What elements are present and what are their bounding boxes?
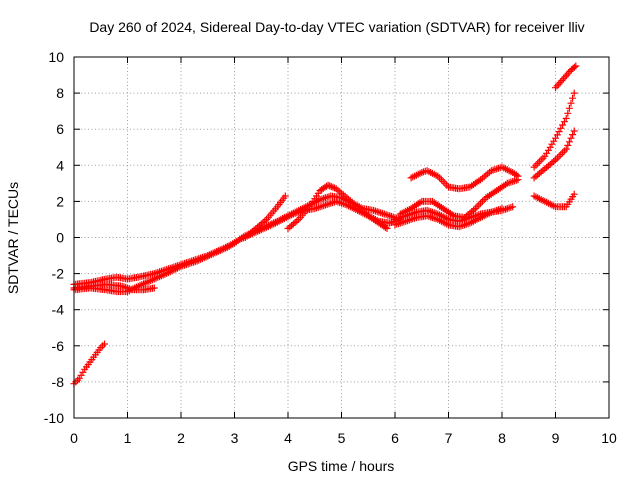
y-tick-label: -2 — [52, 266, 65, 282]
x-tick-label: 4 — [284, 430, 292, 446]
y-tick-label: 10 — [48, 49, 64, 65]
y-tick-label: 4 — [56, 157, 64, 173]
series-marks — [396, 176, 522, 222]
ticks — [73, 56, 610, 419]
x-tick-label: 1 — [124, 430, 132, 446]
series-marks — [530, 190, 578, 211]
series-marks — [530, 127, 578, 182]
y-tick-label: -6 — [52, 338, 65, 354]
series-1 — [70, 340, 108, 388]
x-tick-label: 6 — [391, 430, 399, 446]
grid — [74, 57, 609, 418]
series-marks — [70, 340, 108, 388]
x-tick-labels: 0 1 2 3 4 5 6 7 8 9 10 — [70, 430, 617, 446]
x-tick-label: 7 — [445, 430, 453, 446]
series-marks — [552, 62, 580, 92]
series-6 — [284, 181, 404, 232]
series-marks — [391, 205, 506, 231]
plot-frame — [73, 56, 610, 419]
y-tick-label: 6 — [56, 121, 64, 137]
series-13 — [530, 89, 578, 171]
y-tick-label: -10 — [44, 410, 64, 426]
series-5 — [241, 192, 289, 241]
series-9 — [396, 176, 522, 222]
y-tick-label: -4 — [52, 302, 65, 318]
series-10 — [407, 163, 522, 193]
x-tick-label: 3 — [231, 430, 239, 446]
series-8 — [391, 205, 506, 231]
series-marks — [530, 89, 578, 171]
x-tick-label: 9 — [552, 430, 560, 446]
series-14 — [552, 62, 580, 92]
x-tick-label: 10 — [601, 430, 617, 446]
y-tick-label: 2 — [56, 193, 64, 209]
y-tick-labels: -10 -8 -6 -4 -2 0 2 4 6 8 10 — [44, 49, 64, 426]
series-marks — [241, 192, 289, 241]
x-tick-label: 0 — [70, 430, 78, 446]
y-tick-label: -8 — [52, 374, 65, 390]
y-tick-label: 8 — [56, 85, 64, 101]
y-tick-label: 0 — [56, 230, 64, 246]
x-axis-label: GPS time / hours — [288, 458, 395, 474]
series-12 — [530, 127, 578, 182]
series-11 — [530, 190, 578, 211]
chart-title: Day 260 of 2024, Sidereal Day-to-day VTE… — [89, 19, 584, 35]
series-marks — [407, 163, 522, 193]
series-marks — [284, 181, 404, 232]
x-tick-label: 2 — [177, 430, 185, 446]
x-tick-label: 8 — [498, 430, 506, 446]
x-tick-label: 5 — [338, 430, 346, 446]
data-marks — [70, 62, 580, 388]
y-axis-label: SDTVAR / TECUs — [5, 182, 21, 294]
